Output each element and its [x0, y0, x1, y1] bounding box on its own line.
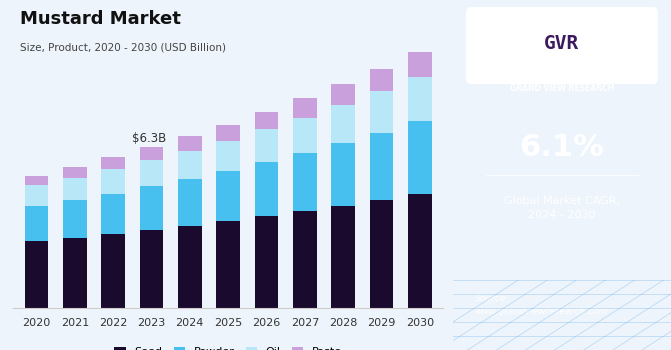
Bar: [408, 194, 431, 308]
Bar: [25, 176, 48, 185]
Bar: [370, 91, 393, 133]
Text: GRAND VIEW RESEARCH: GRAND VIEW RESEARCH: [510, 84, 614, 93]
Bar: [63, 238, 87, 308]
Bar: [25, 241, 48, 308]
Bar: [293, 153, 317, 211]
Bar: [331, 206, 355, 308]
Legend: Seed, Powder, Oil, Paste: Seed, Powder, Oil, Paste: [110, 342, 346, 350]
Bar: [63, 200, 87, 238]
Bar: [254, 217, 278, 308]
Text: GVR: GVR: [544, 34, 580, 53]
Bar: [370, 69, 393, 91]
Bar: [25, 185, 48, 206]
Bar: [293, 98, 317, 118]
Text: $6.3B: $6.3B: [132, 132, 166, 145]
Bar: [63, 167, 87, 178]
Bar: [408, 52, 431, 77]
Bar: [254, 130, 278, 162]
Bar: [101, 194, 125, 234]
Bar: [331, 143, 355, 206]
Bar: [331, 84, 355, 105]
Bar: [254, 162, 278, 217]
FancyBboxPatch shape: [466, 7, 658, 84]
Bar: [216, 141, 240, 171]
Text: 6.1%: 6.1%: [519, 133, 605, 161]
Bar: [216, 125, 240, 141]
Bar: [178, 226, 202, 308]
Bar: [254, 112, 278, 130]
Bar: [101, 234, 125, 308]
Bar: [370, 133, 393, 200]
Bar: [293, 118, 317, 153]
Bar: [408, 121, 431, 194]
Bar: [140, 230, 163, 308]
Bar: [331, 105, 355, 143]
Bar: [101, 169, 125, 194]
Text: Source:
www.grandviewresearch.com: Source: www.grandviewresearch.com: [475, 294, 608, 316]
Bar: [216, 171, 240, 221]
Bar: [178, 151, 202, 179]
Bar: [140, 160, 163, 186]
Bar: [216, 221, 240, 308]
Bar: [178, 136, 202, 151]
Bar: [63, 178, 87, 200]
Bar: [101, 158, 125, 169]
Text: Global Market CAGR,
2024 - 2030: Global Market CAGR, 2024 - 2030: [504, 196, 620, 220]
Bar: [178, 179, 202, 226]
Bar: [25, 206, 48, 241]
Bar: [370, 200, 393, 308]
Text: Size, Product, 2020 - 2030 (USD Billion): Size, Product, 2020 - 2030 (USD Billion): [20, 42, 226, 52]
Bar: [408, 77, 431, 121]
Bar: [293, 211, 317, 308]
Text: Mustard Market: Mustard Market: [20, 10, 181, 28]
Bar: [140, 186, 163, 230]
Bar: [140, 147, 163, 160]
